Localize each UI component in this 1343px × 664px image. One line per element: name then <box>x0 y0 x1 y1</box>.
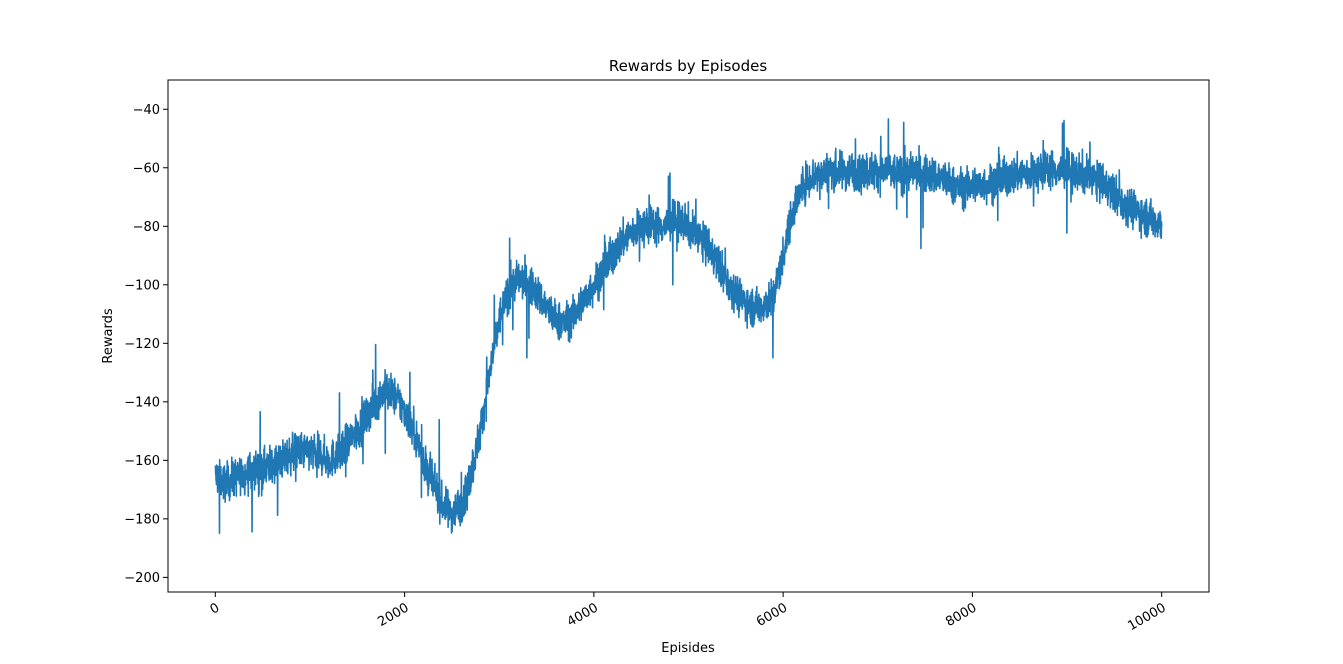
axes-frame <box>167 79 1210 593</box>
x-tick-label: 10000 <box>1125 600 1168 634</box>
x-tick-label: 2000 <box>375 600 411 630</box>
y-tick-label: −100 <box>124 278 160 293</box>
y-tick-label: −60 <box>133 161 160 176</box>
y-tick-label: −40 <box>133 103 160 118</box>
y-tick-label: −200 <box>124 571 160 586</box>
x-tick-label: 0 <box>208 600 223 617</box>
plot-area <box>214 118 1163 534</box>
x-axis-title: Episides <box>661 641 715 656</box>
x-tick-label: 4000 <box>565 600 601 630</box>
y-tick-label: −120 <box>124 337 160 352</box>
x-axis: 0 2000 4000 6000 8000 10000 <box>208 592 1169 634</box>
y-tick-label: −140 <box>124 395 160 410</box>
y-tick-label: −80 <box>133 220 160 235</box>
y-tick-label: −180 <box>124 512 160 527</box>
x-tick-label: 8000 <box>943 600 979 630</box>
x-tick-label: 6000 <box>754 600 790 630</box>
y-axis-title: Rewards <box>101 308 116 363</box>
chart-title: Rewards by Episodes <box>609 57 768 75</box>
series-line-rewards <box>214 118 1163 534</box>
y-axis: −200 −180 −160 −140 −120 −100 −80 −60 −40 <box>124 103 168 586</box>
y-tick-label: −160 <box>124 454 160 469</box>
